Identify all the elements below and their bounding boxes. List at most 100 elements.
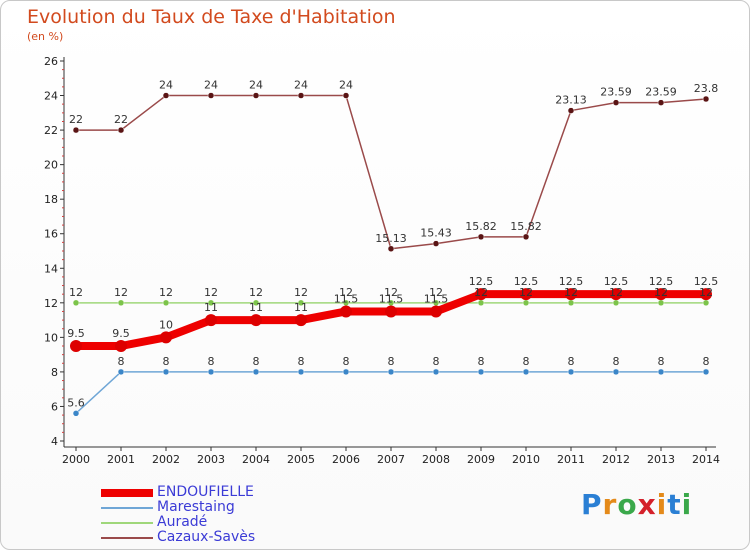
y-tick-label: 26 <box>44 55 58 68</box>
data-label: 12 <box>294 286 308 299</box>
data-label: 15.43 <box>420 227 452 240</box>
series-point-0 <box>385 305 397 318</box>
data-label: 12.5 <box>604 275 629 288</box>
series-point-1 <box>72 410 80 417</box>
series-point-2 <box>702 299 710 307</box>
data-label: 12 <box>519 286 533 299</box>
series-point-1 <box>342 368 350 376</box>
data-label: 12.5 <box>469 275 494 288</box>
series-point-3 <box>72 126 80 134</box>
series-point-2 <box>297 299 305 307</box>
data-label: 23.59 <box>600 86 632 99</box>
y-tick-label: 12 <box>44 297 58 310</box>
logo-letter: P <box>581 488 603 521</box>
data-label: 12 <box>204 286 218 299</box>
legend-label: Auradé <box>157 514 208 530</box>
series-point-1 <box>387 368 395 376</box>
series-point-3 <box>432 240 440 247</box>
x-tick-label: 2011 <box>557 453 585 466</box>
x-tick-label: 2001 <box>107 453 135 466</box>
x-tick-label: 2008 <box>422 453 450 466</box>
data-label: 11 <box>249 301 263 314</box>
y-tick-label: 22 <box>44 124 58 137</box>
series-point-2 <box>657 299 665 307</box>
data-label: 12 <box>384 286 398 299</box>
y-axis-unit: (en %) <box>27 30 64 43</box>
data-label: 11.5 <box>424 292 449 305</box>
data-label: 23.59 <box>645 86 677 99</box>
x-tick-label: 2013 <box>647 453 675 466</box>
series-point-1 <box>162 368 170 376</box>
data-label: 22 <box>114 113 128 126</box>
y-tick-label: 14 <box>44 262 58 275</box>
data-label: 12 <box>474 286 488 299</box>
y-tick-label: 20 <box>44 159 58 172</box>
series-point-0 <box>475 288 487 301</box>
series-point-0 <box>520 288 532 301</box>
series-point-1 <box>477 368 485 376</box>
data-label: 8 <box>478 355 485 368</box>
data-label: 8 <box>208 355 215 368</box>
data-label: 12.5 <box>559 275 584 288</box>
series-point-0 <box>655 288 667 301</box>
series-point-1 <box>117 368 125 376</box>
data-label: 15.82 <box>465 220 497 233</box>
data-label: 8 <box>658 355 665 368</box>
series-point-2 <box>117 299 125 307</box>
series-point-0 <box>295 314 307 327</box>
data-label: 8 <box>298 355 305 368</box>
proxiti-logo: Proxiti <box>581 488 692 521</box>
data-label: 11 <box>204 301 218 314</box>
data-label: 24 <box>294 79 308 92</box>
data-label: 22 <box>69 113 83 126</box>
series-point-2 <box>612 299 620 307</box>
x-tick-label: 2005 <box>287 453 315 466</box>
legend-swatch <box>101 506 153 509</box>
y-tick-label: 4 <box>51 435 58 448</box>
series-point-0 <box>205 314 217 327</box>
legend-item: Cazaux-Savès <box>101 530 255 545</box>
logo-letter: x <box>637 488 657 521</box>
logo-letter: i <box>656 488 668 521</box>
series-point-0 <box>430 305 442 318</box>
x-tick-label: 2009 <box>467 453 495 466</box>
series-point-1 <box>297 368 305 376</box>
series-point-3 <box>342 92 350 99</box>
series-point-1 <box>432 368 440 376</box>
x-tick-label: 2012 <box>602 453 630 466</box>
legend-label: Cazaux-Savès <box>157 529 256 545</box>
data-label: 5.6 <box>67 396 85 409</box>
series-point-1 <box>657 368 665 376</box>
data-label: 23.8 <box>694 82 719 95</box>
data-label: 8 <box>343 355 350 368</box>
series-point-3 <box>117 126 125 134</box>
data-label: 8 <box>613 355 620 368</box>
series-point-3 <box>702 95 710 103</box>
data-label: 8 <box>568 355 575 368</box>
legend-swatch <box>101 521 153 524</box>
series-line-1 <box>75 371 706 414</box>
series-point-2 <box>522 299 530 307</box>
legend-label: Marestaing <box>157 499 235 515</box>
x-tick-label: 2000 <box>62 453 90 466</box>
series-point-1 <box>522 368 530 376</box>
data-label: 24 <box>204 79 218 92</box>
series-point-0 <box>610 288 622 301</box>
data-label: 12 <box>69 286 83 299</box>
series-point-2 <box>162 299 170 307</box>
logo-letter: i <box>681 488 693 521</box>
legend-item: Auradé <box>101 515 255 530</box>
x-tick-label: 2007 <box>377 453 405 466</box>
logo-letter: o <box>617 488 638 521</box>
data-label: 12.5 <box>694 275 719 288</box>
data-label: 12.5 <box>649 275 674 288</box>
series-point-2 <box>207 299 215 307</box>
series-point-2 <box>72 299 80 307</box>
data-label: 15.13 <box>375 232 407 245</box>
data-label: 12 <box>609 286 623 299</box>
data-label: 8 <box>433 355 440 368</box>
legend-item: ENDOUFIELLE <box>101 485 255 500</box>
data-label: 8 <box>118 355 125 368</box>
series-point-1 <box>207 368 215 376</box>
